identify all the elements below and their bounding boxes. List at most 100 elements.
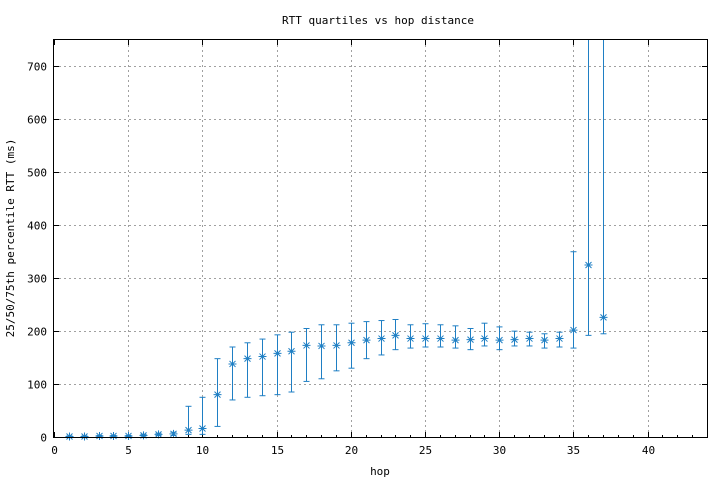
median-marker	[540, 336, 549, 345]
data-point	[436, 324, 445, 348]
data-point	[555, 331, 564, 348]
data-point	[258, 338, 267, 397]
x-tick-label: 25	[419, 444, 432, 457]
y-tick-label: 400	[27, 220, 47, 233]
data-point	[569, 251, 578, 349]
x-tick-label: 40	[642, 444, 655, 457]
y-tick-label: 100	[27, 379, 47, 392]
y-tick-label: 700	[27, 61, 47, 74]
y-tick-label: 600	[27, 114, 47, 127]
data-point	[406, 324, 415, 349]
data-point	[213, 358, 222, 427]
median-marker	[406, 334, 415, 343]
x-tick-label: 30	[493, 444, 506, 457]
median-marker	[273, 349, 282, 358]
data-point	[169, 429, 178, 438]
median-marker	[198, 424, 207, 433]
median-marker	[584, 260, 593, 269]
median-marker	[451, 336, 460, 345]
data-point	[95, 431, 104, 440]
data-point	[287, 331, 296, 393]
grid	[54, 40, 707, 437]
median-marker	[555, 334, 564, 343]
median-marker	[599, 313, 608, 322]
median-marker	[169, 429, 178, 438]
axis-ticks	[54, 40, 707, 438]
data-point	[495, 326, 504, 351]
chart-title: RTT quartiles vs hop distance	[282, 14, 474, 27]
x-tick-label: 20	[345, 444, 358, 457]
x-tick-label: 35	[567, 444, 580, 457]
median-marker	[332, 341, 341, 350]
median-marker	[243, 354, 252, 363]
median-marker	[80, 432, 89, 441]
median-marker	[95, 431, 104, 440]
data-point	[332, 324, 341, 372]
y-axis-label: 25/50/75th percentile RTT (ms)	[4, 139, 17, 338]
data-point	[80, 432, 89, 441]
data-point	[347, 322, 356, 369]
data-point	[302, 327, 311, 382]
median-marker	[139, 431, 148, 440]
data-point	[599, 40, 608, 335]
data-point	[243, 342, 252, 398]
x-tick-label: 10	[196, 444, 209, 457]
data-marks	[65, 40, 608, 441]
data-point	[480, 322, 489, 347]
median-marker	[436, 334, 445, 343]
median-marker	[302, 341, 311, 350]
median-marker	[391, 331, 400, 340]
x-tick-label: 15	[271, 444, 284, 457]
median-marker	[154, 430, 163, 439]
x-axis-label: hop	[370, 465, 390, 478]
y-tick-label: 200	[27, 326, 47, 339]
data-point	[317, 324, 326, 380]
data-point	[154, 430, 163, 439]
median-marker	[510, 335, 519, 344]
data-point	[466, 327, 475, 351]
median-marker	[184, 426, 193, 435]
median-marker	[228, 359, 237, 368]
y-tick-label: 0	[40, 432, 47, 445]
data-point	[451, 325, 460, 349]
median-marker	[495, 336, 504, 345]
median-marker	[317, 341, 326, 350]
data-point	[65, 432, 74, 441]
data-point	[377, 320, 386, 356]
median-marker	[347, 338, 356, 347]
data-point	[139, 431, 148, 440]
data-point	[228, 346, 237, 401]
median-marker	[213, 390, 222, 399]
data-point	[510, 330, 519, 347]
median-marker	[109, 431, 118, 440]
data-point	[362, 321, 371, 360]
median-marker	[480, 334, 489, 343]
data-point	[525, 331, 534, 347]
data-point	[391, 318, 400, 351]
median-marker	[287, 347, 296, 356]
data-point	[584, 40, 593, 336]
median-marker	[65, 432, 74, 441]
data-point	[198, 396, 207, 435]
median-marker	[362, 336, 371, 345]
data-point	[109, 431, 118, 440]
plot-frame	[53, 39, 708, 438]
data-point	[124, 431, 133, 440]
median-marker	[124, 431, 133, 440]
median-marker	[258, 352, 267, 361]
data-point	[184, 405, 193, 435]
median-marker	[466, 335, 475, 344]
x-tick-label: 0	[51, 444, 58, 457]
median-marker	[377, 334, 386, 343]
median-marker	[421, 334, 430, 343]
y-tick-label: 300	[27, 273, 47, 286]
median-marker	[569, 326, 578, 335]
median-marker	[525, 334, 534, 343]
data-point	[421, 323, 430, 348]
x-tick-label: 5	[125, 444, 132, 457]
data-point	[540, 333, 549, 349]
y-tick-label: 500	[27, 167, 47, 180]
data-point	[273, 334, 282, 396]
